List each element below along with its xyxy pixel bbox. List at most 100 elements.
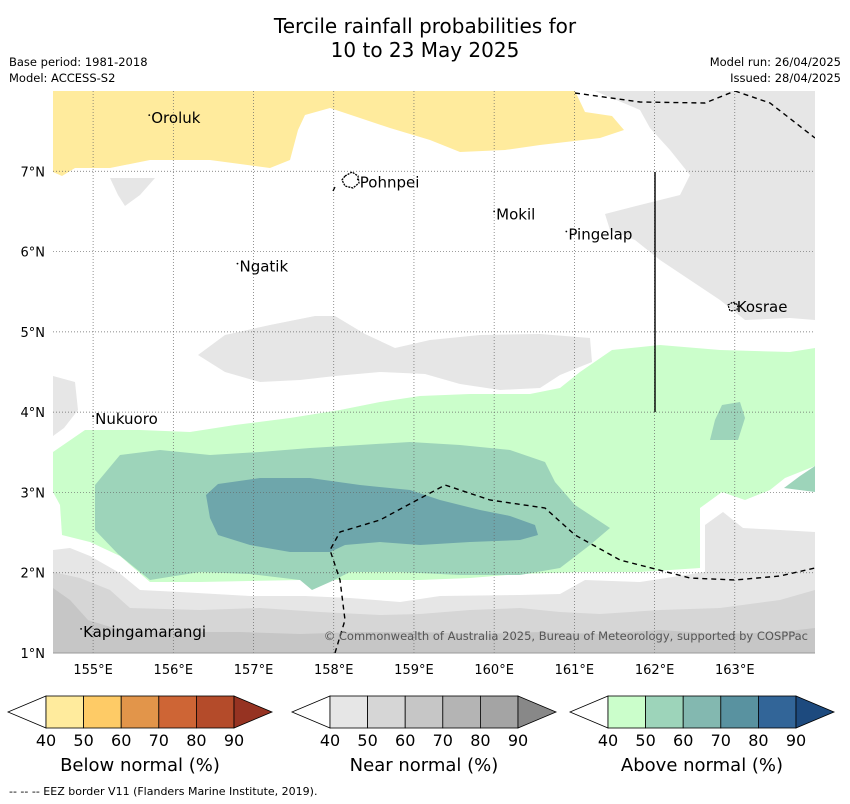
above-normal-region-east <box>710 402 745 440</box>
lon-tick-label: 162°E <box>635 663 675 678</box>
place-marker <box>356 178 359 181</box>
kosrae-island-icon <box>727 301 739 312</box>
colorbar-segment <box>607 695 646 729</box>
place-label: Mokil <box>496 205 535 223</box>
place-label: Oroluk <box>151 109 200 127</box>
colorbar-tick-label: 50 <box>73 731 93 750</box>
model-name: Model: ACCESS-S2 <box>9 71 116 85</box>
pohnpei-island-icon <box>341 171 360 189</box>
colorbar-tick-label: 70 <box>149 731 169 750</box>
model-run: Model run: 26/04/2025 <box>709 55 841 69</box>
above-normal-region-east-edge <box>784 466 815 492</box>
colorbar-tick-label: 60 <box>395 731 415 750</box>
lat-tick-label: 3°N <box>21 486 46 501</box>
colorbar-tick-label: 40 <box>320 731 340 750</box>
lat-tick-labels: 1°N 2°N 3°N 4°N 5°N 6°N 7°N <box>21 165 46 662</box>
colorbar-title-above: Above normal (%) <box>620 755 784 776</box>
place-marker <box>565 230 568 233</box>
colorbar-tick-label: 50 <box>635 731 655 750</box>
place-marker <box>493 210 496 213</box>
colorbar-tick-label: 40 <box>598 731 618 750</box>
colorbar-tick-label: 60 <box>673 731 693 750</box>
near-normal-region-south-60 <box>53 588 815 653</box>
title-line-1: Tercile rainfall probabilities for <box>273 14 577 38</box>
gridlines <box>53 91 815 653</box>
lat-tick-label: 6°N <box>21 246 46 261</box>
lon-tick-label: 159°E <box>394 663 434 678</box>
place-label: Pingelap <box>568 226 632 244</box>
lat-tick-label: 4°N <box>21 406 46 421</box>
place-label: Nukuoro <box>95 410 158 428</box>
colorbar-tick-label: 90 <box>786 731 806 750</box>
colorbar-segment <box>758 695 797 729</box>
colorbar-segment <box>367 695 406 729</box>
colorbar-segment <box>720 695 759 729</box>
lat-tick-label: 1°N <box>21 647 46 662</box>
colorbar-title-below: Below normal (%) <box>60 755 220 776</box>
colorbar-tick-label: 50 <box>357 731 377 750</box>
colorbar-segment <box>158 695 197 729</box>
place-marker <box>92 415 95 418</box>
colorbar-segment <box>479 695 519 729</box>
colorbar-segment <box>442 695 481 729</box>
lon-tick-labels: 155°E 156°E 157°E 158°E 159°E 160°E 161°E 162°E… <box>73 663 754 678</box>
place-labels: Oroluk Pohnpei Mokil Pingelap Ngatik Kosrae Nu… <box>80 109 787 641</box>
above-normal-region-60 <box>206 478 538 552</box>
lon-tick-label: 160°E <box>474 663 514 678</box>
near-normal-region-ne <box>595 91 815 320</box>
eez-footnote: -- -- -- EEZ border V11 (Flanders Marine… <box>9 785 318 798</box>
colorbar-tick-label: 70 <box>433 731 453 750</box>
lon-tick-label: 163°E <box>715 663 755 678</box>
lon-tick-label: 155°E <box>73 663 113 678</box>
below-normal-region <box>53 91 624 176</box>
colorbar-segment <box>329 695 368 729</box>
copyright-notice: © Commonwealth of Australia 2025, Bureau… <box>324 629 808 643</box>
map-title: Tercile rainfall probabilities for 10 to… <box>0 14 850 62</box>
issued-date: Issued: 28/04/2025 <box>730 71 841 85</box>
place-label: Pohnpei <box>360 173 420 191</box>
lat-tick-label: 2°N <box>21 567 46 582</box>
lon-tick-label: 158°E <box>314 663 354 678</box>
colorbar-segment <box>45 695 84 729</box>
place-label: Ngatik <box>239 258 288 276</box>
colorbar-tick-label: 70 <box>711 731 731 750</box>
place-marker <box>148 114 151 116</box>
colorbar-segment <box>195 695 235 729</box>
colorbar: 40 50 60 70 80 90 <box>568 695 836 750</box>
colorbar: 40 50 60 70 80 90 <box>290 695 558 750</box>
colorbar-segment <box>83 695 122 729</box>
colorbar-segment <box>120 695 160 729</box>
colorbar-segment <box>404 695 444 729</box>
near-normal-region-mid <box>198 316 592 390</box>
lon-tick-label: 157°E <box>234 663 274 678</box>
place-marker <box>733 302 736 305</box>
colorbar-tick-label: 90 <box>224 731 244 750</box>
colorbar-tick-label: 80 <box>748 731 768 750</box>
lat-tick-label: 5°N <box>21 326 46 341</box>
meta-right: Model run: 26/04/2025 Issued: 28/04/2025 <box>710 54 841 86</box>
colorbar: 40 50 60 70 80 90 <box>6 695 274 750</box>
colorbar-title-near: Near normal (%) <box>349 755 499 776</box>
lon-tick-label: 161°E <box>555 663 595 678</box>
colorbar-tick-label: 90 <box>508 731 528 750</box>
place-marker <box>236 262 239 265</box>
place-label: Kosrae <box>737 298 788 316</box>
eez-border <box>329 91 815 653</box>
colorbars: 40 50 60 70 80 90 40 50 60 70 80 90 40 50 60 70 80 90 <box>6 695 836 750</box>
colorbar-tick-label: 60 <box>111 731 131 750</box>
colorbar-tick-label: 40 <box>36 731 56 750</box>
lon-tick-label: 156°E <box>154 663 194 678</box>
title-line-2: 10 to 23 May 2025 <box>330 38 520 62</box>
place-marker <box>80 628 82 630</box>
base-period: Base period: 1981-2018 <box>9 55 148 69</box>
near-normal-region-small <box>110 178 155 206</box>
colorbar-tick-label: 80 <box>470 731 490 750</box>
lat-tick-label: 7°N <box>21 165 46 180</box>
near-normal-region-west <box>53 376 78 436</box>
colorbar-segment <box>645 695 684 729</box>
place-label: Kapingamarangi <box>83 623 206 641</box>
colorbar-tick-label: 80 <box>186 731 206 750</box>
colorbar-segment <box>682 695 722 729</box>
meta-left: Base period: 1981-2018 Model: ACCESS-S2 <box>9 54 148 86</box>
